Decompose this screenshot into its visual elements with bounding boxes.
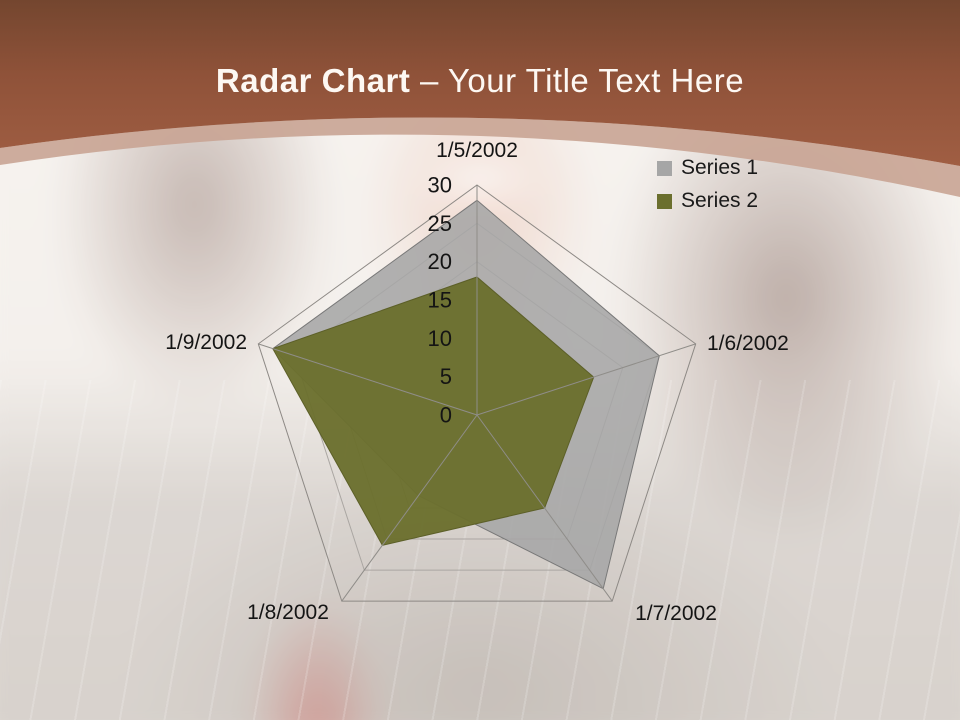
radial-tick-label: 0	[440, 403, 452, 428]
radar-spoke	[476, 414, 613, 602]
radial-tick-label: 30	[428, 173, 452, 198]
slide-title-bold: Radar Chart	[215, 62, 411, 99]
header-arc-accent	[0, 117, 960, 197]
radar-gridline	[257, 184, 697, 602]
legend-item: Series 1	[657, 156, 758, 180]
axis-category-label: 1/5/2002	[436, 139, 518, 162]
slide-title-rest: Your Title Text Here	[447, 62, 745, 99]
radial-tick-label: 25	[428, 211, 452, 236]
axis-category-label: 1/7/2002	[635, 602, 717, 625]
legend-label: Series 2	[681, 189, 759, 212]
legend-swatch-icon	[657, 193, 672, 209]
legend-label: Series 1	[681, 156, 759, 179]
slide-title: Radar Chart – Your Title Text Here	[0, 62, 960, 100]
series-polygon-series-2	[272, 276, 595, 546]
axis-category-label: 1/8/2002	[247, 601, 329, 624]
chart-legend: Series 1 Series 2	[657, 156, 758, 222]
axis-category-label: 1/6/2002	[707, 332, 789, 355]
radial-tick-label: 10	[428, 326, 452, 351]
slide-title-separator: –	[410, 62, 448, 99]
legend-swatch-icon	[657, 160, 672, 176]
radial-tick-label: 5	[440, 364, 452, 389]
axis-category-label: 1/9/2002	[165, 331, 247, 354]
radial-tick-label: 20	[428, 249, 452, 274]
legend-item: Series 2	[657, 189, 758, 213]
radar-spoke	[341, 414, 478, 602]
radar-spoke	[258, 343, 478, 416]
radial-tick-label: 15	[428, 288, 452, 313]
header-band	[0, 0, 960, 197]
header-band-shape	[0, 0, 960, 166]
radar-spoke	[476, 343, 696, 416]
